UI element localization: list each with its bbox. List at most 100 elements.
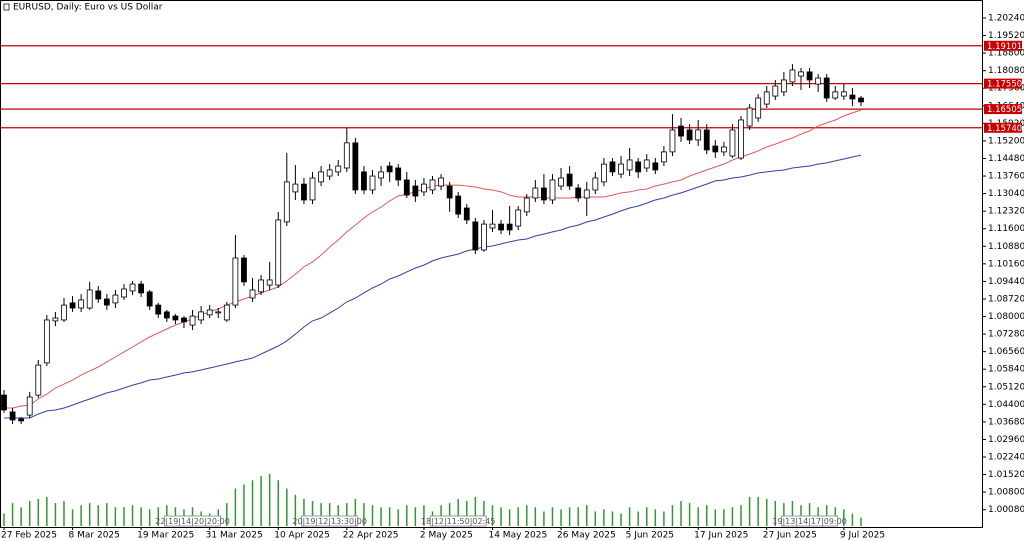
- candle-body: [163, 311, 170, 319]
- candle-body: [789, 69, 796, 83]
- candle-body: [326, 169, 333, 177]
- candle-body: [635, 161, 642, 173]
- candle-body: [86, 289, 93, 309]
- candle-body: [532, 187, 539, 199]
- chart-title: EURUSD, Daily: Euro vs US Dollar: [13, 3, 163, 13]
- candle-body: [643, 159, 650, 169]
- candle-body: [198, 311, 205, 321]
- candle-body: [301, 183, 307, 201]
- candle-body: [601, 163, 607, 183]
- x-tick-label: 2 May 2025: [420, 531, 473, 541]
- candle-body: [69, 302, 76, 309]
- y-tick-label: 1.13760: [988, 172, 1024, 182]
- candle-body: [626, 159, 633, 171]
- x-tick-label: 27 Feb 2025: [1, 531, 57, 541]
- candle-body: [112, 294, 119, 304]
- candle-body: [9, 411, 16, 421]
- candle-body: [181, 317, 187, 323]
- candle-body: [858, 97, 864, 103]
- y-tick-label: 1.20240: [988, 14, 1024, 24]
- candle-body: [138, 283, 145, 294]
- y-tick-label: 1.07280: [988, 330, 1024, 340]
- candle-body: [318, 171, 324, 183]
- candle-body: [429, 179, 436, 191]
- candle-body: [481, 223, 487, 251]
- x-tick-label: 9 Jul 2025: [840, 531, 885, 541]
- candle-body: [575, 187, 582, 199]
- candle-body: [395, 167, 402, 181]
- candle-body: [18, 418, 25, 422]
- candle-body: [403, 179, 410, 196]
- candle-body: [258, 279, 265, 293]
- y-tick-label: 1.11600: [988, 224, 1024, 234]
- candle-body: [695, 129, 702, 141]
- y-tick-label: 1.17360: [988, 84, 1024, 94]
- y-tick-label: 1.09440: [988, 277, 1024, 287]
- separator-box: [301, 515, 359, 527]
- candle-body: [592, 177, 599, 191]
- x-tick-label: 22 Apr 2025: [343, 531, 399, 541]
- candle-body: [129, 283, 136, 292]
- candle-body: [815, 77, 822, 85]
- candle-body: [43, 319, 50, 364]
- level-tag: [984, 40, 1022, 51]
- candle-body: [335, 165, 342, 173]
- y-tick-label: 1.12320: [988, 207, 1024, 217]
- candle-body: [249, 289, 256, 299]
- candle-body: [421, 183, 427, 193]
- candle-body: [849, 94, 856, 100]
- candle-body: [678, 125, 684, 137]
- candle-body: [369, 175, 376, 191]
- candle-body: [26, 396, 33, 416]
- candle-body: [566, 173, 573, 187]
- candle-body: [738, 119, 744, 159]
- level-tag: [984, 104, 1022, 115]
- candle-body: [412, 185, 419, 197]
- y-tick-label: 1.08000: [988, 312, 1024, 322]
- candle-body: [189, 315, 196, 326]
- candle-body: [206, 309, 213, 316]
- x-tick-label: 8 Mar 2025: [69, 531, 120, 541]
- candle-body: [215, 311, 222, 314]
- y-tick-label: 1.02240: [988, 453, 1024, 463]
- y-tick-label: 1.15200: [988, 136, 1024, 146]
- candle-body: [232, 257, 239, 306]
- y-tick-label: 1.18800: [988, 49, 1024, 59]
- y-tick-label: 1.10160: [988, 259, 1024, 269]
- separator-box: [781, 515, 839, 527]
- candle-body: [361, 171, 367, 191]
- candle-body: [660, 151, 667, 163]
- candle-body: [446, 185, 453, 199]
- candle-body: [241, 257, 247, 283]
- candle-body: [609, 161, 616, 173]
- candle-body: [489, 223, 496, 229]
- candle-body: [549, 179, 556, 201]
- candle-body: [155, 304, 162, 315]
- x-tick-label: 31 Mar 2025: [206, 531, 263, 541]
- separator-label: 19|13|14|17|09:00: [772, 517, 847, 526]
- candle-body: [309, 177, 316, 201]
- moving-average: [4, 154, 862, 419]
- candle-body: [772, 85, 779, 97]
- y-tick-label: 1.05120: [988, 382, 1024, 392]
- separator-box: [429, 515, 487, 527]
- candle-body: [712, 145, 719, 153]
- candle-body: [798, 71, 804, 77]
- candle-body: [95, 290, 102, 300]
- y-tick-label: 1.04400: [988, 400, 1024, 410]
- candle-body: [146, 291, 153, 307]
- candle-body: [172, 315, 179, 321]
- candle-body: [703, 129, 710, 151]
- y-tick-label: 1.08720: [988, 294, 1024, 304]
- level-label: 1.19101: [987, 42, 1022, 52]
- candle-body: [541, 187, 547, 201]
- candle-body: [823, 77, 830, 99]
- candle-body: [755, 97, 762, 119]
- y-tick-label: 1.06560: [988, 347, 1024, 357]
- y-tick-label: 1.01520: [988, 470, 1024, 480]
- candle-body: [515, 209, 522, 227]
- candle-body: [352, 142, 359, 191]
- candle-body: [506, 223, 513, 231]
- y-tick-label: 1.02960: [988, 435, 1024, 445]
